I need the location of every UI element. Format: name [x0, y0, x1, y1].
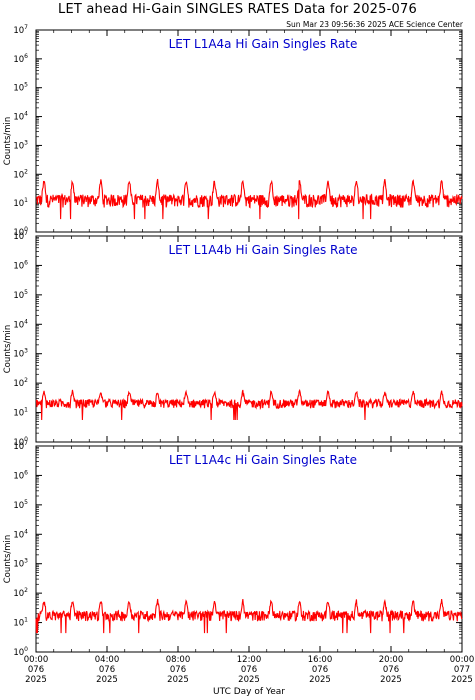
x-tick-year-label: 2025: [96, 675, 118, 685]
x-tick-time-label: 12:00: [237, 655, 262, 665]
x-tick-day-label: 077: [454, 665, 470, 675]
x-tick-year-label: 2025: [451, 675, 473, 685]
y-tick-label: 104: [13, 318, 28, 330]
x-tick-day-label: 076: [383, 665, 399, 675]
y-tick-label: 102: [13, 168, 28, 180]
y-tick-label: 107: [13, 24, 28, 36]
y-tick-label: 102: [13, 377, 28, 389]
y-tick-label: 106: [13, 259, 28, 271]
panel-title: LET L1A4c Hi Gain Singles Rate: [169, 453, 357, 467]
series-line: [35, 388, 463, 421]
y-tick-label: 101: [13, 617, 28, 629]
x-tick-day-label: 076: [170, 665, 186, 675]
y-tick-label: 105: [13, 289, 28, 301]
x-tick-day-label: 076: [241, 665, 257, 675]
y-axis-label: Counts/min: [3, 535, 13, 584]
timestamp: Sun Mar 23 09:56:36 2025 ACE Science Cen…: [286, 20, 463, 29]
panel-title: LET L1A4a Hi Gain Singles Rate: [169, 37, 358, 51]
panel-frame: [35, 235, 463, 443]
main-title: LET ahead Hi-Gain SINGLES RATES Data for…: [58, 2, 417, 17]
x-tick-year-label: 2025: [238, 675, 260, 685]
y-tick-label: 102: [13, 587, 28, 599]
panel-title: LET L1A4b Hi Gain Singles Rate: [168, 243, 357, 257]
x-tick-year-label: 2025: [25, 675, 47, 685]
series-line: [35, 598, 463, 634]
x-tick-time-label: 00:00: [24, 655, 49, 665]
y-tick-label: 104: [13, 111, 28, 123]
x-tick-time-label: 20:00: [379, 655, 404, 665]
y-tick-label: 106: [13, 469, 28, 481]
x-tick-time-label: 00:00: [450, 655, 475, 665]
panel-frame: [35, 445, 463, 653]
y-tick-label: 101: [13, 407, 28, 419]
x-tick-day-label: 076: [28, 665, 44, 675]
y-tick-label: 100: [13, 646, 28, 658]
series-line: [35, 178, 463, 220]
y-tick-label: 101: [13, 197, 28, 209]
y-axis-label: Counts/min: [3, 325, 13, 374]
y-tick-label: 103: [13, 348, 28, 360]
y-tick-label: 105: [13, 82, 28, 94]
x-tick-time-label: 04:00: [95, 655, 120, 665]
y-tick-label: 103: [13, 139, 28, 151]
x-axis-label: UTC Day of Year: [213, 687, 285, 697]
x-tick-year-label: 2025: [309, 675, 331, 685]
x-tick-time-label: 08:00: [166, 655, 191, 665]
y-tick-label: 105: [13, 499, 28, 511]
y-tick-label: 103: [13, 558, 28, 570]
x-tick-day-label: 076: [99, 665, 115, 675]
x-tick-time-label: 16:00: [308, 655, 333, 665]
y-tick-label: 100: [13, 226, 28, 238]
y-tick-label: 106: [13, 53, 28, 65]
y-tick-label: 107: [13, 440, 28, 452]
y-tick-label: 107: [13, 230, 28, 242]
x-tick-day-label: 076: [312, 665, 328, 675]
y-tick-label: 104: [13, 528, 28, 540]
y-tick-label: 100: [13, 436, 28, 448]
x-tick-year-label: 2025: [380, 675, 402, 685]
x-tick-year-label: 2025: [167, 675, 189, 685]
y-axis-label: Counts/min: [3, 117, 13, 166]
